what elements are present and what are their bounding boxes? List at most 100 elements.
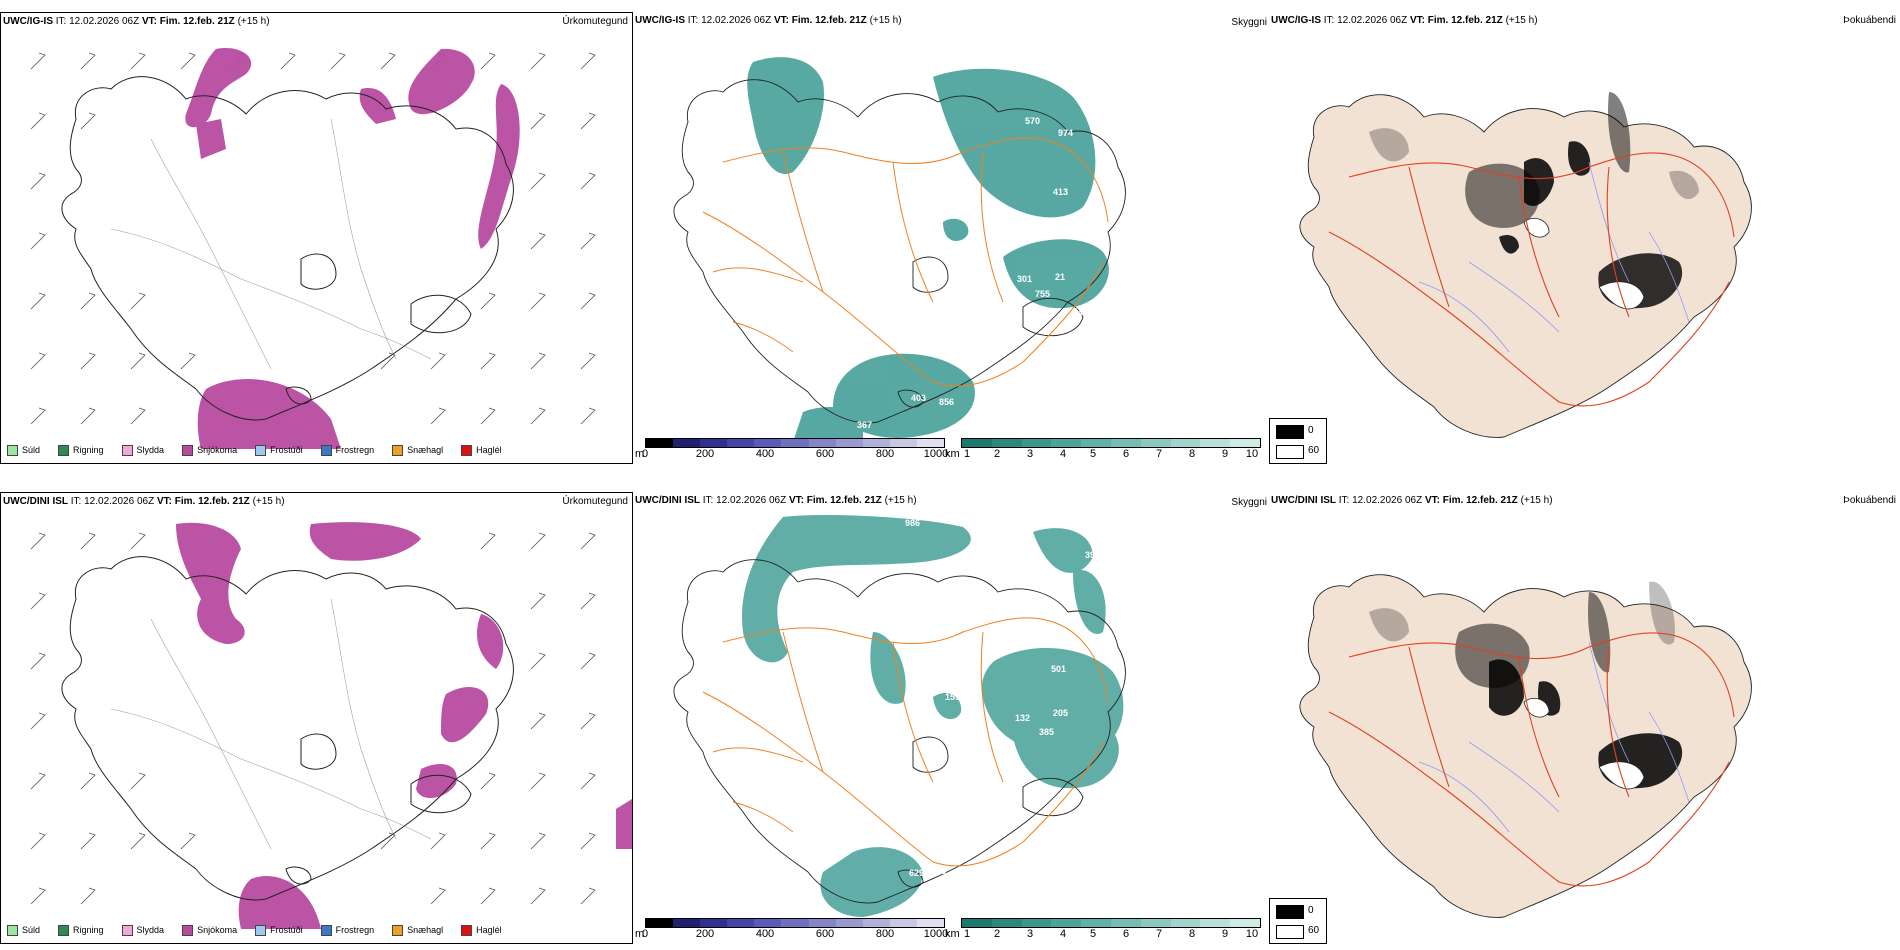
visibility-panel-bottom: UWC/DINI ISL IT: 12.02.2026 06Z VT: Fim.… <box>633 492 1269 944</box>
roads <box>1328 632 1735 887</box>
rivers <box>1418 641 1690 833</box>
visibility-map <box>673 515 1126 917</box>
vis-label: 501 <box>1051 664 1066 674</box>
precip-map <box>30 522 632 929</box>
swatch-snaehagl <box>392 444 404 456</box>
legend-item: Slydda <box>121 444 164 456</box>
vis-label: 293 <box>1105 126 1120 136</box>
legend-item: Rigning <box>58 444 104 456</box>
panel-title: UWC/DINI ISL IT: 12.02.2026 06Z VT: Fim.… <box>1271 495 1553 506</box>
panel-type-label: Skyggni <box>1231 17 1267 28</box>
visibility-labels: 986 39 576 626 267 675 501 159 132 205 3… <box>851 518 1188 878</box>
panel-type-label: Úrkomutegund <box>562 496 628 507</box>
fog-key-white <box>1276 925 1304 939</box>
ceiling-colorbar: 0 200 400 600 800 1000 <box>642 918 948 940</box>
panel-type-label: Skyggni <box>1231 497 1267 508</box>
snow-areas <box>176 522 632 929</box>
legend-item: Rigning <box>58 924 104 936</box>
fog-panel-bottom: UWC/DINI ISL IT: 12.02.2026 06Z VT: Fim.… <box>1269 492 1900 944</box>
panel-title: UWC/DINI ISL IT: 12.02.2026 06Z VT: Fim.… <box>635 495 917 506</box>
legend-item: Frostúði <box>255 924 303 936</box>
vis-label: 21 <box>1055 272 1065 282</box>
swatch-hagel <box>461 444 473 456</box>
vis-label: 267 <box>1173 606 1188 616</box>
iceland-outline <box>673 79 1126 424</box>
swatch-sud <box>7 924 18 936</box>
vis-label: 570 <box>1025 116 1040 126</box>
fog-key: 0 60 <box>1269 418 1327 464</box>
roads <box>702 617 1109 867</box>
swatch-snaehagl <box>392 924 404 936</box>
legend-item: Frostregn <box>320 444 374 456</box>
precip-panel-top: UWC/IG-IS IT: 12.02.2026 06Z VT: Fim. 12… <box>0 12 633 464</box>
roads <box>110 598 432 850</box>
rivers <box>1418 161 1690 353</box>
precip-panel-bottom: UWC/DINI ISL IT: 12.02.2026 06Z VT: Fim.… <box>0 492 633 944</box>
vis-label: 626 <box>851 624 866 634</box>
swatch-sud <box>7 444 18 456</box>
fog-map <box>1299 92 1752 438</box>
swatch-hagel <box>461 924 473 936</box>
legend-item: Snjókoma <box>182 444 237 456</box>
swatch-frostudi <box>255 924 267 936</box>
precip-legend: Súld Rigning Slydda Snjókoma Frostúði Fr… <box>1 439 632 461</box>
swatch-rigning <box>58 924 70 936</box>
panel-type-label: Þokuábendi <box>1843 15 1896 26</box>
legend-item: Haglél <box>461 444 502 456</box>
iceland-land <box>1299 574 1752 918</box>
legend-item: Haglél <box>461 924 502 936</box>
swatch-frostudi <box>255 444 267 456</box>
fog-key-black <box>1276 425 1304 439</box>
vis-label: 974 <box>1058 128 1073 138</box>
vis-label: 856 <box>939 397 954 407</box>
fog-key-black <box>1276 905 1304 919</box>
swatch-slydda <box>121 444 133 456</box>
vis-label: 413 <box>1053 187 1068 197</box>
ceiling-unit: m <box>635 448 645 460</box>
swatch-snjokoma <box>182 444 194 456</box>
roads <box>1328 152 1735 407</box>
panel-title: UWC/IG-IS IT: 12.02.2026 06Z VT: Fim. 12… <box>635 15 902 26</box>
iceland-outline <box>61 76 514 421</box>
vis-label: 39 <box>1085 550 1095 560</box>
swatch-snjokoma <box>182 924 194 936</box>
wind-barbs <box>30 532 596 905</box>
vis-label: 205 <box>1053 708 1068 718</box>
vis-label: 301 <box>1017 274 1032 284</box>
visibility-map <box>673 57 1126 442</box>
iceland-outline <box>61 556 514 901</box>
panel-title: UWC/IG-IS IT: 12.02.2026 06Z VT: Fim. 12… <box>3 16 270 27</box>
panel-type-label: Þokuábendi <box>1843 495 1896 506</box>
vis-label: 755 <box>1035 289 1050 299</box>
swatch-rigning <box>58 444 70 456</box>
roads <box>110 118 432 370</box>
legend-item: Snjókoma <box>182 924 237 936</box>
precip-legend: Súld Rigning Slydda Snjókoma Frostúði Fr… <box>1 919 632 941</box>
swatch-slydda <box>121 924 133 936</box>
panel-title: UWC/DINI ISL IT: 12.02.2026 06Z VT: Fim.… <box>3 496 285 507</box>
vis-label: 173 <box>945 257 960 267</box>
vis-unit: km <box>945 928 960 940</box>
legend-item: Snæhagl <box>392 444 443 456</box>
vis-label: 629 <box>909 868 924 878</box>
iceland-land <box>1299 94 1752 438</box>
vis-label: 403 <box>911 393 926 403</box>
visibility-panel-top: UWC/IG-IS IT: 12.02.2026 06Z VT: Fim. 12… <box>633 12 1269 464</box>
vis-label: 159 <box>945 692 960 702</box>
legend-item: Súld <box>7 924 40 936</box>
ceiling-colorbar: 0 200 400 600 800 1000 <box>642 438 948 460</box>
precip-map <box>30 48 596 449</box>
legend-item: Frostúði <box>255 444 303 456</box>
ceiling-unit: m <box>635 928 645 940</box>
visibility-labels: 570 974 293 846 413 173 301 21 755 440 4… <box>857 114 1138 430</box>
swatch-frostregn <box>320 924 332 936</box>
legend-item: Frostregn <box>320 924 374 936</box>
visibility-colorbar: 1 2 3 4 5 6 7 8 9 10 <box>961 438 1261 460</box>
legend-item: Snæhagl <box>392 924 443 936</box>
legend-item: Slydda <box>121 924 164 936</box>
vis-label: 846 <box>1123 114 1138 124</box>
vis-label: 478 <box>931 866 946 876</box>
fog-key: 0 60 <box>1269 898 1327 944</box>
fog-key-white <box>1276 445 1304 459</box>
visibility-colorbar: 1 2 3 4 5 6 7 8 9 10 <box>961 918 1261 940</box>
